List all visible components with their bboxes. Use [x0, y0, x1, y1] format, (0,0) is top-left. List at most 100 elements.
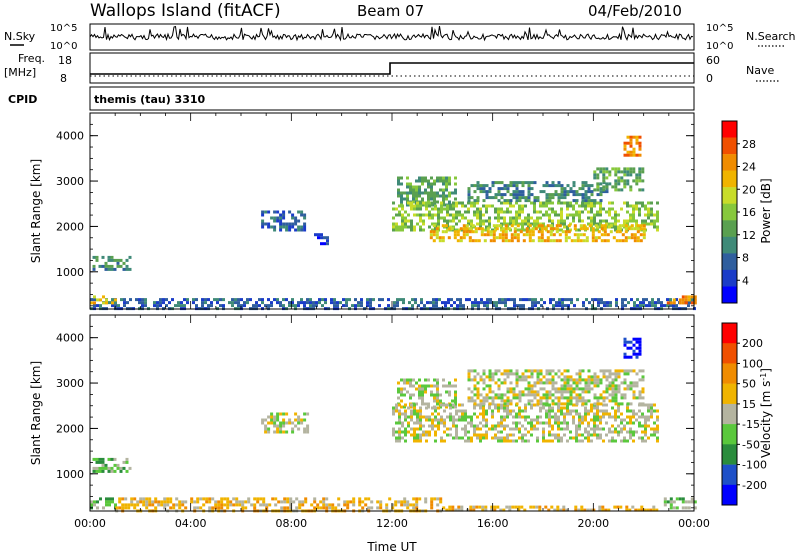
velocity-ytick-label: 1000 [56, 468, 84, 481]
power-echo-region [623, 135, 642, 157]
power-colorbar: 28 24 20 16 12 8 4 [721, 120, 756, 304]
velocity-colorbar: 200 100 50 15 -15 -50 -100 -200 [721, 322, 767, 506]
velocity-colorbar-segment [722, 383, 737, 405]
velocity-echo-region [261, 412, 310, 434]
power-echo-region [467, 181, 609, 203]
velocity-echo-region [90, 497, 117, 510]
cpid-value: themis (tau) 3310 [94, 93, 206, 106]
velocity-colorbar-segment [722, 484, 737, 506]
power-colorbar-label: Power [dB] [759, 178, 773, 243]
nave-tick-top: 60 [706, 54, 720, 67]
velocity-ytick-label: 2000 [56, 422, 84, 435]
velocity-colorbar-segment [722, 444, 737, 465]
velocity-echo-region [92, 457, 132, 473]
nsky-tick-bottom: 10^0 [50, 41, 77, 52]
power-colorbar-tick-label: 8 [742, 252, 749, 265]
power-echo-region [666, 295, 697, 305]
power-colorbar-tick-label: 4 [742, 274, 749, 287]
power-colorbar-segment [722, 121, 737, 138]
velocity-colorbar-segment [722, 403, 737, 425]
nsky-tick-top: 10^5 [50, 23, 77, 34]
freq-unit: [MHz] [4, 66, 36, 79]
velocity-axes: 4000 3000 2000 1000 [56, 314, 695, 511]
nave-tick-bottom: 0 [706, 72, 713, 85]
power-echo-region [314, 233, 329, 246]
freq-tick-top: 18 [58, 54, 72, 67]
velocity-colorbar-tick-label: 200 [742, 337, 763, 350]
freq-panel: Freq. [MHz] 18 8 60 0 Nave [4, 52, 780, 85]
velocity-colorbar-segment [722, 464, 737, 486]
power-echo-region [261, 210, 307, 232]
cpid-panel: CPID themis (tau) 3310 [8, 86, 695, 111]
velocity-echo-region [392, 403, 659, 443]
velocity-colorbar-tick-label: -50 [742, 438, 760, 451]
power-frame [89, 112, 695, 310]
power-colorbar-segment [722, 269, 737, 287]
velocity-panel: 4000 3000 2000 1000 Slant Range [km] 200 100… [29, 314, 774, 554]
freq-trace [90, 62, 694, 75]
velocity-colorbar-tick-label: -100 [742, 459, 767, 472]
power-echo-region [92, 255, 132, 271]
power-panel: 4000 3000 2000 1000 Slant Range [km] 28 24 20… [29, 112, 773, 311]
velocity-ytick-label: 4000 [56, 332, 84, 345]
velocity-colorbar-segment [722, 323, 737, 344]
nsky-panel: N.Sky 10^5 10^0 10^5 10^0 N.Search [4, 23, 796, 52]
power-ytick-label: 1000 [56, 266, 84, 279]
freq-tick-bottom: 8 [60, 72, 67, 85]
velocity-echo-region [115, 497, 446, 513]
power-data-layer [90, 135, 697, 311]
velocity-colorbar-tick-label: -15 [742, 418, 760, 431]
power-colorbar-segment [722, 286, 737, 304]
power-axes: 4000 3000 2000 1000 [56, 112, 695, 309]
power-colorbar-tick-label: 12 [742, 229, 756, 242]
velocity-colorbar-tick-label: -200 [742, 479, 767, 492]
power-colorbar-segment [722, 154, 737, 171]
time-tick-label: 04:00 [175, 517, 207, 530]
power-echo-region [593, 167, 645, 192]
nsky-label: N.Sky [4, 30, 36, 43]
velocity-echo-region [623, 337, 642, 359]
nsearch-label: N.Search [746, 30, 796, 43]
power-ytick-label: 2000 [56, 220, 84, 233]
time-tick-label: 00:00 [678, 517, 710, 530]
power-colorbar-segment [722, 203, 737, 221]
time-xlabel: Time UT [366, 540, 417, 554]
power-colorbar-segment [722, 220, 737, 238]
velocity-colorbar-tick-label: 15 [742, 398, 756, 411]
velocity-echo-region [467, 369, 645, 406]
nsearch-tick-bottom: 10^0 [706, 41, 733, 52]
time-tick-label: 20:00 [577, 517, 609, 530]
power-ylabel: Slant Range [km] [29, 159, 43, 263]
power-ytick-label: 3000 [56, 175, 84, 188]
nsky-trace [89, 25, 694, 42]
time-tick-label: 00:00 [74, 517, 106, 530]
velocity-colorbar-segment [722, 343, 737, 364]
freq-label: Freq. [18, 52, 45, 65]
nave-label: Nave [746, 64, 774, 77]
time-axis: 00:00 04:00 08:00 12:00 16:00 20:00 00:00 [74, 517, 710, 530]
velocity-ylabel: Slant Range [km] [29, 361, 43, 465]
velocity-echo-region [663, 497, 697, 510]
power-colorbar-segment [722, 170, 737, 188]
power-colorbar-tick-label: 20 [742, 183, 756, 196]
power-ytick-label: 4000 [56, 130, 84, 143]
power-echo-region [90, 298, 696, 311]
power-colorbar-segment [722, 187, 737, 204]
power-echo-region [90, 295, 117, 305]
time-tick-label: 16:00 [477, 517, 509, 530]
power-colorbar-segment [722, 253, 737, 271]
velocity-colorbar-tick-label: 100 [742, 357, 763, 370]
velocity-colorbar-tick-label: 50 [742, 378, 756, 391]
velocity-colorbar-segment [722, 424, 737, 445]
power-echo-region [429, 224, 646, 243]
velocity-colorbar-label: Velocity [m s-1] [759, 368, 774, 458]
power-colorbar-tick-label: 24 [742, 161, 756, 174]
power-colorbar-tick-label: 16 [742, 206, 756, 219]
power-colorbar-tick-label: 28 [742, 138, 756, 151]
nsearch-tick-top: 10^5 [706, 23, 733, 34]
time-tick-label: 12:00 [376, 517, 408, 530]
velocity-ytick-label: 3000 [56, 377, 84, 390]
time-tick-label: 08:00 [275, 517, 307, 530]
power-colorbar-segment [722, 137, 737, 155]
